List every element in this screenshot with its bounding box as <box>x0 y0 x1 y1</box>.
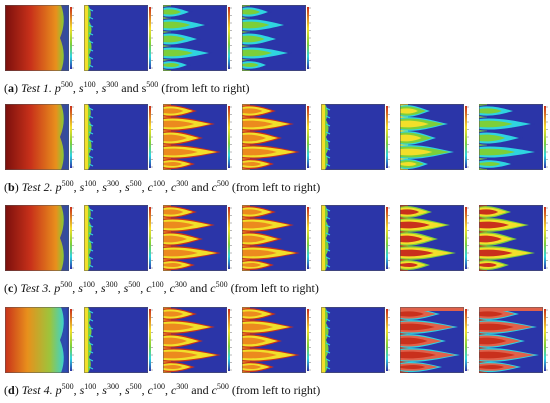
caption-test-name: Test 1. <box>21 81 52 95</box>
caption-suffix: (from left to right) <box>231 180 321 194</box>
field-time-superscript: 500 <box>216 382 229 391</box>
panel-d-3 <box>163 307 235 373</box>
field-symbol: s <box>124 383 130 397</box>
panel-a-1 <box>5 5 77 71</box>
field-symbol: s <box>79 180 85 194</box>
caption-suffix: (from left to right) <box>161 81 250 95</box>
field-time-superscript: 500 <box>129 179 142 188</box>
field-symbol: s <box>102 180 107 194</box>
caption-a: (a) Test 1. p500, s100, s300 and s500 (f… <box>4 80 250 96</box>
caption-suffix: (from left to right) <box>231 383 321 397</box>
panel-d-1 <box>5 307 77 373</box>
panel-b-5 <box>321 104 393 170</box>
panel-c-5 <box>321 205 393 271</box>
field-time-superscript: 500 <box>215 280 228 289</box>
field-time-superscript: 100 <box>82 280 95 289</box>
field-symbol: p <box>55 180 62 194</box>
field-time-superscript: 500 <box>129 382 142 391</box>
panel-a-3 <box>163 5 235 71</box>
panel-d-6 <box>400 307 472 373</box>
field-time-superscript: 500 <box>146 80 159 89</box>
field-symbol: p <box>54 81 61 95</box>
field-symbol: s <box>100 281 106 295</box>
panel-d-4 <box>242 307 314 373</box>
field-time-superscript: 100 <box>151 280 164 289</box>
caption-test-name: Test 3. <box>20 281 52 295</box>
field-time-superscript: 100 <box>152 382 165 391</box>
caption-c: (c) Test 3. p500, s100, s300, s500, c100… <box>4 280 319 296</box>
panel-b-6 <box>400 104 472 170</box>
field-symbol: s <box>102 383 107 397</box>
panel-a-4 <box>242 5 314 71</box>
field-time-superscript: 500 <box>60 80 73 89</box>
panel-b-7 <box>479 104 550 170</box>
field-symbol: c <box>210 281 216 295</box>
field-time-superscript: 500 <box>128 280 141 289</box>
field-time-superscript: 300 <box>174 280 187 289</box>
field-symbol: c <box>169 281 175 295</box>
field-time-superscript: 300 <box>106 179 119 188</box>
field-time-superscript: 100 <box>84 382 97 391</box>
panel-c-4 <box>242 205 314 271</box>
field-time-superscript: 100 <box>83 80 96 89</box>
panel-c-2 <box>84 205 156 271</box>
caption-joiner: and <box>189 281 208 295</box>
field-symbol: p <box>55 383 62 397</box>
caption-suffix: (from left to right) <box>230 281 319 295</box>
field-time-superscript: 300 <box>176 179 189 188</box>
field-symbol: s <box>79 383 85 397</box>
panel-c-1 <box>5 205 77 271</box>
field-symbol: s <box>123 281 129 295</box>
field-symbol: c <box>170 180 177 194</box>
panel-b-1 <box>5 104 77 170</box>
field-symbol: s <box>78 81 84 95</box>
field-time-superscript: 300 <box>106 382 119 391</box>
caption-label-letter: c <box>8 281 14 295</box>
caption-joiner: and <box>191 383 209 397</box>
caption-d: (d) Test 4. p500, s100, s300, s500, c100… <box>4 382 321 398</box>
field-symbol: s <box>141 81 147 95</box>
field-time-superscript: 500 <box>61 382 74 391</box>
field-symbol: c <box>211 383 217 397</box>
panel-d-7 <box>479 307 550 373</box>
field-symbol: s <box>78 281 83 295</box>
caption-label-letter: a <box>8 81 14 95</box>
field-time-superscript: 500 <box>216 179 229 188</box>
caption-test-name: Test 4. <box>21 383 53 397</box>
field-time-superscript: 300 <box>176 382 189 391</box>
field-time-superscript: 300 <box>106 80 119 89</box>
field-symbol: c <box>211 180 217 194</box>
field-time-superscript: 100 <box>84 179 97 188</box>
caption-label-letter: b <box>8 180 15 194</box>
field-time-superscript: 300 <box>105 280 118 289</box>
field-symbol: p <box>54 281 61 295</box>
field-symbol: c <box>147 180 153 194</box>
field-time-superscript: 500 <box>60 280 73 289</box>
panel-b-2 <box>84 104 156 170</box>
caption-b: (b) Test 2. p500, s100, s300, s500, c100… <box>4 179 321 195</box>
caption-test-name: Test 2. <box>21 180 53 194</box>
panel-d-2 <box>84 307 156 373</box>
panel-b-4 <box>242 104 314 170</box>
field-symbol: c <box>146 281 152 295</box>
caption-joiner: and <box>191 180 209 194</box>
panel-d-5 <box>321 307 393 373</box>
panel-c-6 <box>400 205 472 271</box>
field-symbol: c <box>147 383 153 397</box>
caption-label-letter: d <box>8 383 15 397</box>
field-symbol: c <box>170 383 177 397</box>
panel-b-3 <box>163 104 235 170</box>
panel-c-3 <box>163 205 235 271</box>
panel-a-2 <box>84 5 156 71</box>
caption-joiner: and <box>121 81 139 95</box>
panel-c-7 <box>479 205 550 271</box>
field-time-superscript: 500 <box>61 179 74 188</box>
field-time-superscript: 100 <box>152 179 165 188</box>
field-symbol: s <box>124 180 130 194</box>
field-symbol: s <box>101 81 107 95</box>
